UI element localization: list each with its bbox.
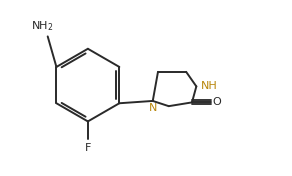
Text: F: F <box>85 143 91 153</box>
Text: NH$_2$: NH$_2$ <box>31 19 54 33</box>
Text: O: O <box>213 97 221 107</box>
Text: N: N <box>149 103 157 113</box>
Text: NH: NH <box>201 81 218 91</box>
